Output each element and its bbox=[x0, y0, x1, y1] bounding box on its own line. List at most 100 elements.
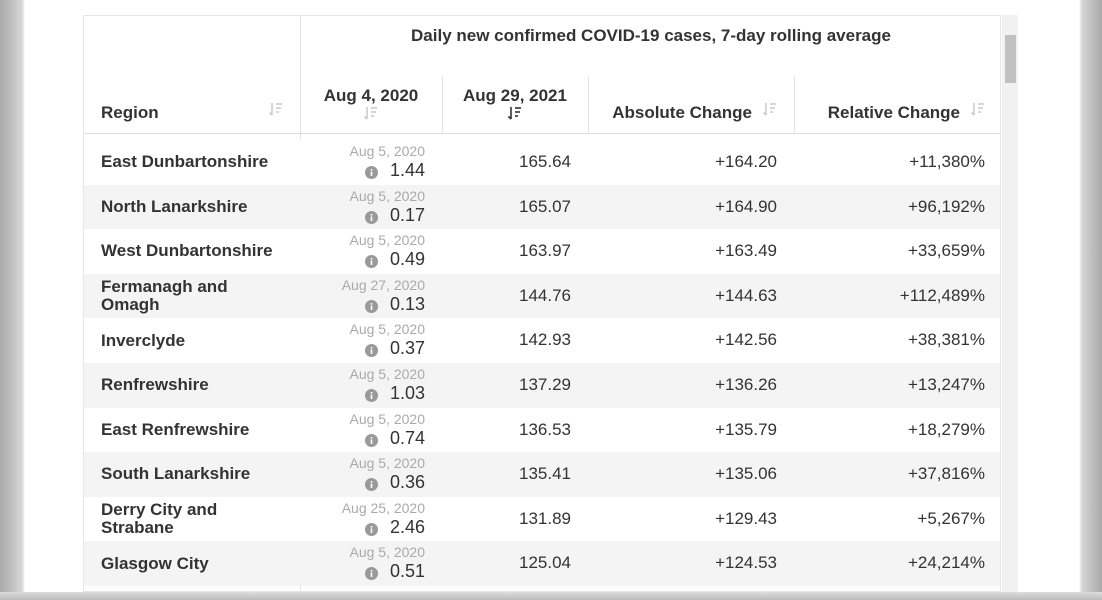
start-date: Aug 27, 2020 bbox=[341, 276, 425, 293]
start-value: 0.17 bbox=[389, 204, 425, 225]
info-icon[interactable] bbox=[365, 432, 378, 452]
sort-icon[interactable] bbox=[762, 102, 777, 116]
info-icon[interactable] bbox=[365, 164, 378, 184]
sort-icon[interactable] bbox=[507, 106, 522, 120]
info-icon[interactable] bbox=[365, 387, 378, 407]
absolute-change: +164.90 bbox=[715, 196, 777, 216]
table-row: Glasgow City Aug 5, 2020 0.51 125.04 +124.53… bbox=[84, 541, 1000, 586]
end-value: 136.53 bbox=[519, 419, 571, 439]
table-row: West Dunbartonshire Aug 5, 2020 0.49 163.97… bbox=[84, 229, 1000, 274]
absolute-change: +136.26 bbox=[715, 375, 777, 394]
start-date: Aug 5, 2020 bbox=[349, 544, 425, 561]
start-value: 0.36 bbox=[389, 472, 425, 493]
sort-button[interactable] bbox=[970, 102, 985, 121]
column-header[interactable]: Absolute Change bbox=[588, 76, 794, 134]
start-value: 0.74 bbox=[389, 427, 425, 448]
table-row: South Lanarkshire Aug 5, 2020 0.36 135.41 +1… bbox=[84, 452, 1000, 497]
table-row: Inverclyde Aug 5, 2020 0.37 142.93 +142.56 +3… bbox=[84, 318, 1000, 363]
region-cell: East Renfrewshire bbox=[101, 419, 250, 439]
info-icon[interactable] bbox=[365, 476, 378, 496]
header-label: Relative Change bbox=[827, 103, 960, 122]
sort-icon[interactable] bbox=[363, 106, 378, 120]
relative-change: +5,267% bbox=[917, 508, 985, 528]
info-icon[interactable] bbox=[365, 521, 378, 541]
sort-icon[interactable] bbox=[268, 102, 283, 116]
absolute-change: +129.43 bbox=[715, 508, 777, 528]
info-icon[interactable] bbox=[365, 253, 378, 273]
absolute-change: +144.63 bbox=[715, 285, 777, 305]
end-value: 163.97 bbox=[519, 241, 571, 261]
sort-button[interactable] bbox=[363, 106, 378, 125]
start-cell: Aug 5, 2020 1.44 bbox=[300, 140, 442, 185]
start-date: Aug 5, 2020 bbox=[349, 410, 425, 427]
end-value: 135.41 bbox=[519, 464, 571, 484]
start-value: 0.13 bbox=[389, 293, 425, 314]
start-cell: Aug 5, 2020 1.03 bbox=[300, 363, 442, 408]
start-cell: Aug 5, 2020 0.51 bbox=[300, 541, 442, 586]
column-header[interactable]: Relative Change bbox=[794, 76, 1000, 134]
table-row: Fermanagh and Omagh Aug 27, 2020 0.13 144.7… bbox=[84, 273, 1000, 319]
region-cell: North Lanarkshire bbox=[101, 196, 248, 216]
table-card: Daily new confirmed COVID-19 cases, 7-da… bbox=[83, 15, 1001, 592]
sort-button[interactable] bbox=[762, 102, 777, 121]
absolute-change: +124.53 bbox=[715, 553, 777, 573]
sort-button[interactable] bbox=[268, 102, 283, 121]
end-value: 125.04 bbox=[519, 553, 571, 573]
end-value: 131.89 bbox=[519, 508, 571, 528]
info-icon[interactable] bbox=[365, 298, 378, 318]
region-cell: Renfrewshire bbox=[101, 375, 209, 395]
start-value: 2.46 bbox=[389, 516, 425, 537]
start-cell: Aug 5, 2020 0.37 bbox=[300, 318, 442, 363]
end-value: 165.07 bbox=[519, 196, 571, 216]
column-divider bbox=[588, 76, 589, 134]
start-cell: Aug 5, 2020 0.17 bbox=[300, 185, 442, 230]
end-value: 165.64 bbox=[519, 152, 571, 171]
column-header[interactable]: Aug 29, 2021 bbox=[442, 76, 588, 134]
absolute-change: +135.06 bbox=[715, 464, 777, 484]
info-icon[interactable] bbox=[365, 565, 378, 585]
start-value: 0.51 bbox=[389, 561, 425, 582]
table-row: East Dunbartonshire Aug 5, 2020 1.44 165.64… bbox=[84, 140, 1000, 185]
info-icon[interactable] bbox=[365, 209, 378, 229]
info-icon[interactable] bbox=[365, 342, 378, 362]
end-value: 144.76 bbox=[519, 285, 571, 305]
relative-change: +13,247% bbox=[907, 375, 985, 394]
table-row: Renfrewshire Aug 5, 2020 1.03 137.29 +136.26… bbox=[84, 363, 1000, 408]
table-row: East Renfrewshire Aug 5, 2020 0.74 136.53 +1… bbox=[84, 407, 1000, 453]
start-cell: Aug 5, 2020 0.74 bbox=[300, 408, 442, 453]
column-header[interactable]: Region bbox=[84, 76, 300, 134]
start-cell: Aug 25, 2020 2.46 bbox=[300, 497, 442, 542]
column-divider bbox=[794, 76, 795, 134]
end-value: 142.93 bbox=[519, 330, 571, 350]
region-cell: Inverclyde bbox=[101, 330, 186, 350]
start-date: Aug 5, 2020 bbox=[349, 232, 425, 249]
relative-change: +37,816% bbox=[907, 464, 985, 484]
region-cell: Fermanagh and Omagh bbox=[101, 277, 228, 315]
relative-change: +24,214% bbox=[907, 553, 985, 573]
start-date: Aug 25, 2020 bbox=[341, 499, 425, 516]
table-row: Derry City and Strabane Aug 25, 2020 2.46 1… bbox=[84, 496, 1000, 542]
region-cell: East Dunbartonshire bbox=[101, 152, 269, 172]
scrollbar[interactable] bbox=[1002, 15, 1018, 592]
start-date: Aug 5, 2020 bbox=[349, 366, 425, 382]
sort-button[interactable] bbox=[507, 106, 522, 125]
table-title: Daily new confirmed COVID-19 cases, 7-da… bbox=[411, 26, 891, 45]
region-cell: Derry City and Strabane bbox=[101, 500, 218, 538]
header-label: Absolute Change bbox=[612, 103, 752, 122]
column-header[interactable]: Aug 4, 2020 bbox=[300, 76, 442, 134]
region-cell: West Dunbartonshire bbox=[101, 241, 273, 261]
relative-change: +38,381% bbox=[907, 330, 985, 350]
relative-change: +112,489% bbox=[899, 285, 985, 305]
scroll-thumb[interactable] bbox=[1005, 35, 1016, 83]
absolute-change: +135.79 bbox=[715, 419, 777, 439]
start-cell: Aug 27, 2020 0.13 bbox=[300, 274, 442, 319]
absolute-change: +164.20 bbox=[715, 152, 777, 171]
absolute-change: +142.56 bbox=[715, 330, 777, 350]
start-cell: Aug 5, 2020 0.49 bbox=[300, 229, 442, 274]
relative-change: +96,192% bbox=[907, 196, 985, 216]
region-cell: Glasgow City bbox=[101, 553, 209, 573]
absolute-change: +163.49 bbox=[715, 241, 777, 261]
sort-icon[interactable] bbox=[970, 102, 985, 116]
start-value: 1.44 bbox=[389, 160, 425, 180]
